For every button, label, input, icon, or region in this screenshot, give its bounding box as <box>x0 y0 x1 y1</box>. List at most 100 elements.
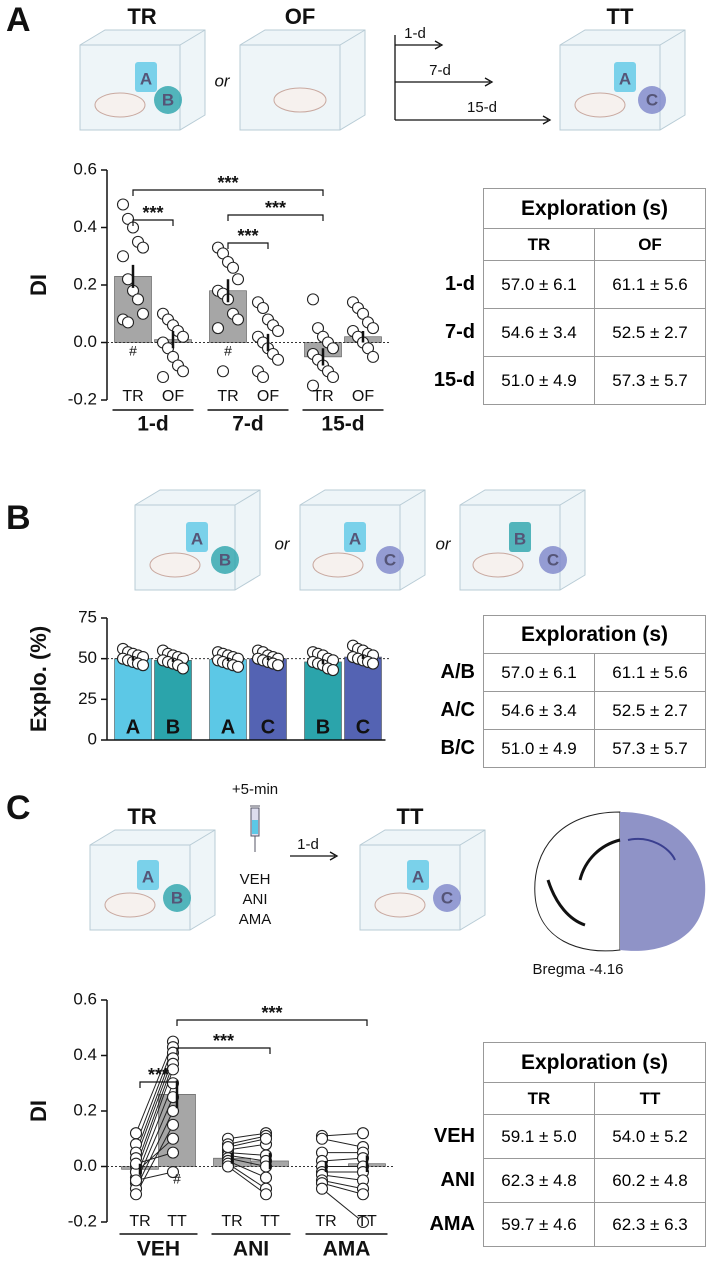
pair-line <box>135 1069 174 1173</box>
table-row: Exploration (s) <box>425 188 706 229</box>
data-point <box>231 313 245 326</box>
object <box>344 522 366 552</box>
data-point <box>136 307 150 320</box>
y-tick-label: 75 <box>78 607 97 626</box>
drug-label: AMA <box>239 911 272 928</box>
significance-label: *** <box>148 1065 169 1085</box>
data-point <box>366 322 380 335</box>
data-point <box>129 1188 143 1201</box>
cage <box>239 29 366 131</box>
table-title: Exploration (s) <box>483 615 706 654</box>
table-cell: 52.5 ± 2.7 <box>594 691 706 730</box>
significance-bracket <box>227 242 269 249</box>
significance-label: *** <box>142 203 163 223</box>
delay-label: 1-d <box>404 25 426 42</box>
mouse <box>273 87 327 113</box>
row-label-spacer <box>425 189 484 229</box>
mouse <box>472 552 524 578</box>
y-axis-label: DI <box>26 274 51 296</box>
delay-label: 15-d <box>467 99 497 116</box>
data-point <box>259 1188 273 1201</box>
bar <box>249 658 287 741</box>
data-point <box>221 1160 235 1173</box>
bar <box>209 659 247 741</box>
table-cell: 51.0 ± 4.9 <box>483 729 595 768</box>
significance-bracket <box>132 189 324 196</box>
object-letter: B <box>171 888 183 907</box>
data-point <box>211 322 225 335</box>
object-letter: C <box>646 90 658 109</box>
pair-line <box>227 1152 267 1156</box>
pair-line <box>135 1171 174 1181</box>
bar-note: # <box>224 343 232 359</box>
pair-line <box>227 1138 267 1148</box>
object-letter: A <box>142 867 154 886</box>
pair-line <box>321 1182 364 1195</box>
delay-label: 7-d <box>429 62 451 79</box>
table-cell: 62.3 ± 6.3 <box>594 1202 706 1247</box>
group-label: ANI <box>233 1238 269 1261</box>
data-point <box>271 659 285 672</box>
timing-label: +5-min <box>232 781 278 798</box>
pair-line <box>321 1157 364 1162</box>
object-letter: A <box>191 529 203 548</box>
table-cell: 54.6 ± 3.4 <box>483 691 595 730</box>
table-cell: 59.7 ± 4.6 <box>483 1202 595 1247</box>
object <box>376 546 404 574</box>
category-label: TR <box>315 1213 336 1230</box>
y-tick-label: 25 <box>78 689 97 708</box>
schematic-label: TT <box>397 804 424 829</box>
mouse <box>374 892 426 918</box>
row-label-spacer <box>425 616 484 654</box>
data-point <box>129 1174 143 1187</box>
data-point <box>121 316 135 329</box>
pair-line <box>135 1052 174 1153</box>
category-label: TR <box>221 1213 242 1230</box>
data-point <box>136 241 150 254</box>
y-tick-label: 0.0 <box>73 332 97 351</box>
significance-bracket <box>132 219 174 226</box>
y-axis-label: Explo. (%) <box>26 626 51 732</box>
row-label: AMA <box>429 1213 475 1235</box>
object-letter: A <box>140 69 152 88</box>
y-tick-label: 50 <box>78 648 97 667</box>
object <box>137 860 159 890</box>
data-point <box>166 1166 180 1179</box>
category-label: C <box>356 716 370 738</box>
exploration-table: Exploration (s) TR OF 1-d 57.0 ± 6.1 61.1 ± 5… <box>425 188 706 405</box>
mouse <box>312 552 364 578</box>
column-header: TR <box>483 1082 595 1115</box>
panel-label: C <box>6 789 31 827</box>
significance-label: *** <box>237 226 258 246</box>
data-point <box>166 1063 180 1076</box>
pair-line <box>227 1166 267 1195</box>
pair-line <box>321 1174 364 1181</box>
category-label: B <box>316 716 330 738</box>
table-row: 1-d 57.0 ± 6.1 61.1 ± 5.6 <box>425 260 706 309</box>
pair-line <box>227 1160 267 1179</box>
table-cell: 57.0 ± 6.1 <box>483 260 595 309</box>
row-label: ANI <box>440 1169 475 1191</box>
table-cell: 54.0 ± 5.2 <box>594 1114 706 1159</box>
pair-line <box>135 1138 174 1173</box>
pair-line <box>227 1157 267 1167</box>
category-label: TR <box>122 388 143 405</box>
data-point <box>216 365 230 378</box>
pair-line <box>227 1132 267 1140</box>
exploration-table: Exploration (s) A/B 57.0 ± 6.1 61.1 ± 5.6 A/… <box>425 615 706 768</box>
category-label: TR <box>217 388 238 405</box>
significance-bracket <box>176 1019 368 1026</box>
data-point <box>166 1146 180 1159</box>
category-label: B <box>166 716 180 738</box>
table-cell: 57.3 ± 5.7 <box>594 729 706 768</box>
y-tick-label: 0.2 <box>73 1100 97 1119</box>
object-letter: B <box>514 529 526 548</box>
data-point <box>366 657 380 670</box>
table-cell: 60.2 ± 4.8 <box>594 1158 706 1203</box>
pair-line <box>135 1046 174 1145</box>
table-row: A/B 57.0 ± 6.1 61.1 ± 5.6 <box>425 653 706 692</box>
table-row: TR TT <box>425 1082 706 1115</box>
object <box>614 62 636 92</box>
data-point <box>271 324 285 338</box>
